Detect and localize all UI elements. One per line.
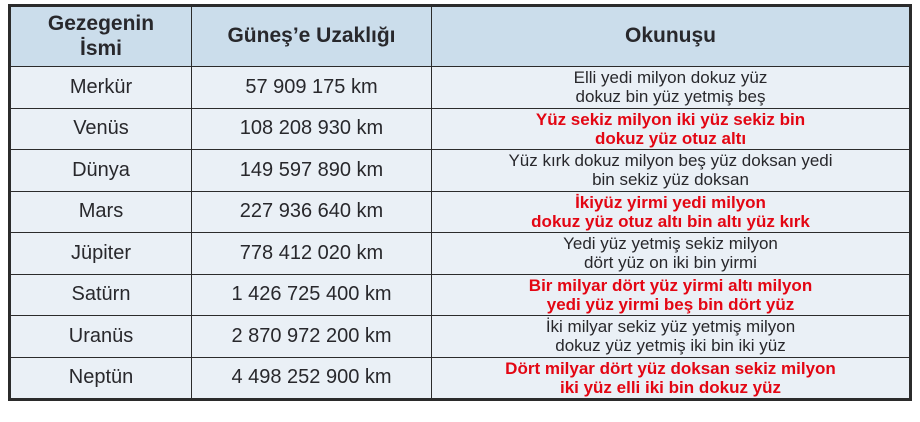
planet-distance: 4 498 252 900 km — [191, 356, 432, 400]
planet-name: Satürn — [9, 273, 192, 316]
planet-distance: 2 870 972 200 km — [191, 315, 432, 358]
table-body: Merkür 57 909 175 km Elli yedi milyon do… — [9, 66, 911, 400]
planet-distance: 108 208 930 km — [191, 107, 432, 150]
planet-name: Jüpiter — [9, 232, 192, 275]
table-row-mercury: Merkür 57 909 175 km Elli yedi milyon do… — [9, 66, 911, 109]
planet-name: Venüs — [9, 107, 192, 150]
distance-reading: İkiyüz yirmi yedi milyon dokuz yüz otuz … — [431, 190, 911, 233]
header-distance-to-sun: Güneş’e Uzaklığı — [191, 5, 432, 67]
planet-distance: 778 412 020 km — [191, 232, 432, 275]
distance-reading: Elli yedi milyon dokuz yüz dokuz bin yüz… — [431, 66, 911, 109]
header-row: Gezegenin İsmi Güneş’e Uzaklığı Okunuşu — [9, 5, 911, 67]
table-row-uranus: Uranüs 2 870 972 200 km İki milyar sekiz… — [9, 315, 911, 358]
table-row-neptune: Neptün 4 498 252 900 km Dört milyar dört… — [9, 356, 911, 400]
header-planet-name: Gezegenin İsmi — [9, 5, 192, 67]
page: Gezegenin İsmi Güneş’e Uzaklığı Okunuşu … — [0, 4, 920, 422]
distance-reading: Dört milyar dört yüz doksan sekiz milyon… — [431, 356, 911, 400]
planet-name: Mars — [9, 190, 192, 233]
planet-distance: 57 909 175 km — [191, 66, 432, 109]
distance-reading: Bir milyar dört yüz yirmi altı milyon ye… — [431, 273, 911, 316]
planet-name: Neptün — [9, 356, 192, 400]
planet-name: Dünya — [9, 149, 192, 192]
table-row-earth: Dünya 149 597 890 km Yüz kırk dokuz mily… — [9, 149, 911, 192]
planet-distance: 227 936 640 km — [191, 190, 432, 233]
header-reading: Okunuşu — [431, 5, 911, 67]
distance-reading: Yüz sekiz milyon iki yüz sekiz bin dokuz… — [431, 107, 911, 150]
table-row-saturn: Satürn 1 426 725 400 km Bir milyar dört … — [9, 273, 911, 316]
distance-reading: İki milyar sekiz yüz yetmiş milyon dokuz… — [431, 315, 911, 358]
planet-distance: 149 597 890 km — [191, 149, 432, 192]
distance-reading: Yedi yüz yetmiş sekiz milyon dört yüz on… — [431, 232, 911, 275]
planet-distance-table: Gezegenin İsmi Güneş’e Uzaklığı Okunuşu … — [8, 4, 912, 401]
distance-reading: Yüz kırk dokuz milyon beş yüz doksan yed… — [431, 149, 911, 192]
table-row-jupiter: Jüpiter 778 412 020 km Yedi yüz yetmiş s… — [9, 232, 911, 275]
table-header: Gezegenin İsmi Güneş’e Uzaklığı Okunuşu — [9, 5, 911, 67]
table-row-mars: Mars 227 936 640 km İkiyüz yirmi yedi mi… — [9, 190, 911, 233]
planet-distance: 1 426 725 400 km — [191, 273, 432, 316]
planet-name: Merkür — [9, 66, 192, 109]
planet-name: Uranüs — [9, 315, 192, 358]
table-row-venus: Venüs 108 208 930 km Yüz sekiz milyon ik… — [9, 107, 911, 150]
